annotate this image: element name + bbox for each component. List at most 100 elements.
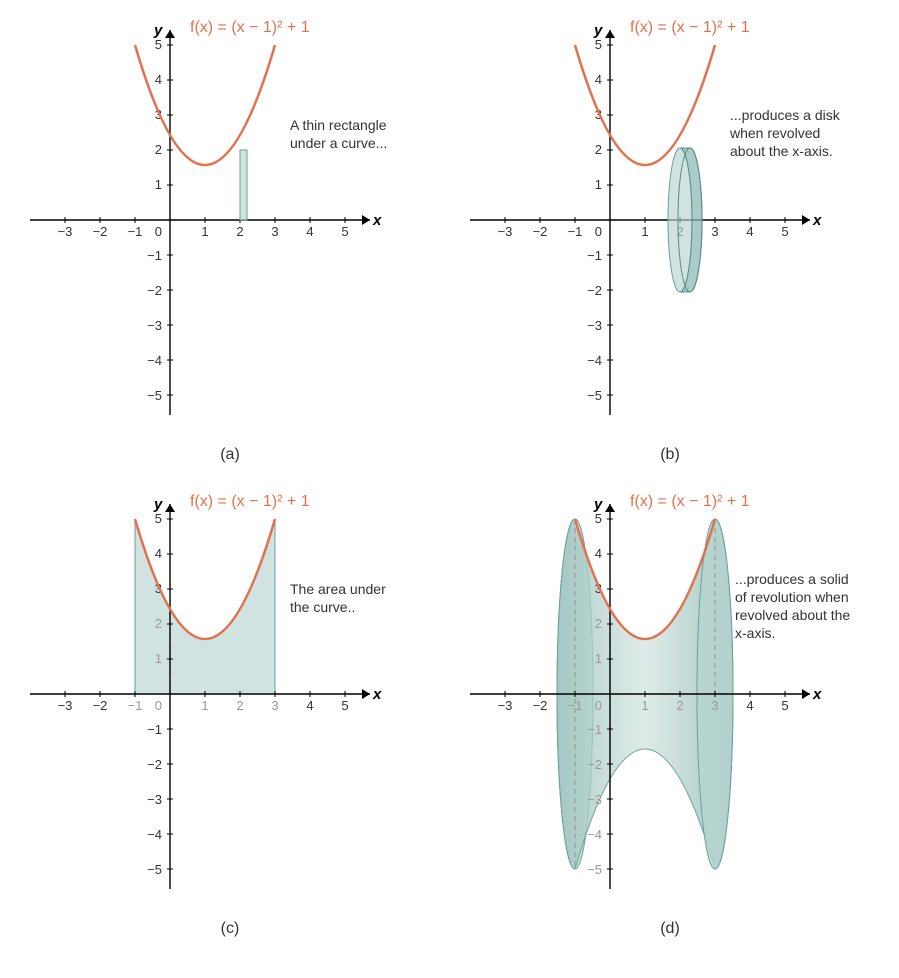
panel-label-b: (b) [460,446,880,464]
annotation-d-l2: of revolution when [735,589,849,605]
svg-text:5: 5 [781,224,788,239]
svg-text:4: 4 [306,224,313,239]
svg-text:0: 0 [595,698,602,713]
svg-text:−4: −4 [147,353,162,368]
svg-text:0: 0 [595,224,602,239]
svg-text:1: 1 [595,651,602,666]
function-label: f(x) = (x − 1)² + 1 [630,494,750,510]
chart-a: x y −3 −2 −1 0 1 2 3 4 5 [20,20,440,440]
svg-text:−3: −3 [587,318,602,333]
svg-text:2: 2 [236,224,243,239]
svg-text:−3: −3 [147,792,162,807]
svg-text:−1: −1 [147,248,162,263]
svg-text:4: 4 [155,72,162,87]
svg-text:−1: −1 [568,224,583,239]
svg-text:−5: −5 [147,862,162,877]
svg-text:−4: −4 [147,827,162,842]
svg-text:4: 4 [595,72,602,87]
svg-text:−1: −1 [128,698,143,713]
svg-text:0: 0 [155,698,162,713]
svg-text:4: 4 [306,698,313,713]
svg-text:−2: −2 [93,698,108,713]
annotation-d-l4: x-axis. [735,625,775,641]
svg-text:2: 2 [155,142,162,157]
svg-text:−2: −2 [147,283,162,298]
svg-text:5: 5 [155,511,162,526]
svg-text:3: 3 [271,698,278,713]
disk-shape [668,148,702,292]
svg-text:−3: −3 [587,792,602,807]
svg-text:−3: −3 [498,224,513,239]
annotation-c-l1: The area under [290,581,386,597]
annotation-a-l1: A thin rectangle [290,117,387,133]
annotation-b-l3: about the x-axis. [730,143,833,159]
panel-d: x y −3 −2 −1 0 1 2 3 4 5 [460,494,880,938]
svg-text:−3: −3 [498,698,513,713]
svg-text:x: x [372,212,382,229]
svg-text:−2: −2 [533,698,548,713]
svg-text:2: 2 [155,616,162,631]
svg-text:−5: −5 [587,862,602,877]
chart-b: x y −3 −2 −1 0 1 2 3 4 5 [460,20,880,440]
svg-text:−2: −2 [533,224,548,239]
svg-text:3: 3 [711,224,718,239]
svg-text:−1: −1 [128,224,143,239]
svg-text:4: 4 [746,224,753,239]
panel-c: x y −3 −2 −1 0 1 2 3 4 5 [20,494,440,938]
function-label: f(x) = (x − 1)² + 1 [190,20,310,36]
svg-text:x: x [812,686,822,703]
svg-text:1: 1 [201,698,208,713]
svg-text:x: x [812,212,822,229]
svg-text:5: 5 [781,698,788,713]
panel-label-c: (c) [20,920,440,938]
chart-d: x y −3 −2 −1 0 1 2 3 4 5 [460,494,880,914]
svg-text:2: 2 [595,142,602,157]
svg-text:5: 5 [595,511,602,526]
figure-grid: x y −3 −2 −1 0 1 2 3 4 5 [20,20,880,938]
svg-text:5: 5 [341,698,348,713]
svg-text:x: x [372,686,382,703]
svg-text:−1: −1 [587,722,602,737]
svg-text:−5: −5 [147,388,162,403]
svg-text:1: 1 [641,698,648,713]
svg-text:1: 1 [595,177,602,192]
annotation-b-l2: when revolved [729,125,820,141]
annotation-d-l3: revolved about the [735,607,850,623]
svg-text:2: 2 [236,698,243,713]
panel-label-a: (a) [20,446,440,464]
function-label: f(x) = (x − 1)² + 1 [630,20,750,36]
svg-text:3: 3 [271,224,278,239]
svg-text:5: 5 [341,224,348,239]
svg-text:2: 2 [676,698,683,713]
svg-text:1: 1 [201,224,208,239]
svg-text:−3: −3 [58,698,73,713]
svg-text:−4: −4 [587,827,602,842]
svg-text:−2: −2 [93,224,108,239]
annotation-c-l2: the curve.. [290,599,355,615]
svg-text:2: 2 [595,616,602,631]
panel-label-d: (d) [460,920,880,938]
panel-a: x y −3 −2 −1 0 1 2 3 4 5 [20,20,440,464]
svg-text:4: 4 [155,546,162,561]
svg-text:1: 1 [155,177,162,192]
svg-text:4: 4 [595,546,602,561]
chart-c: x y −3 −2 −1 0 1 2 3 4 5 [20,494,440,914]
svg-text:−4: −4 [587,353,602,368]
thin-rectangle [240,150,247,220]
svg-text:−1: −1 [587,248,602,263]
annotation-d-l1: ...produces a solid [735,571,849,587]
svg-text:−1: −1 [147,722,162,737]
svg-text:−5: −5 [587,388,602,403]
svg-text:−2: −2 [147,757,162,772]
svg-text:−2: −2 [587,757,602,772]
svg-text:1: 1 [155,651,162,666]
svg-text:3: 3 [711,698,718,713]
svg-text:−3: −3 [147,318,162,333]
svg-text:−3: −3 [58,224,73,239]
svg-text:5: 5 [595,37,602,52]
svg-text:−1: −1 [568,698,583,713]
panel-b: x y −3 −2 −1 0 1 2 3 4 5 [460,20,880,464]
function-label: f(x) = (x − 1)² + 1 [190,494,310,510]
svg-text:4: 4 [746,698,753,713]
annotation-b-l1: ...produces a disk [730,107,841,123]
